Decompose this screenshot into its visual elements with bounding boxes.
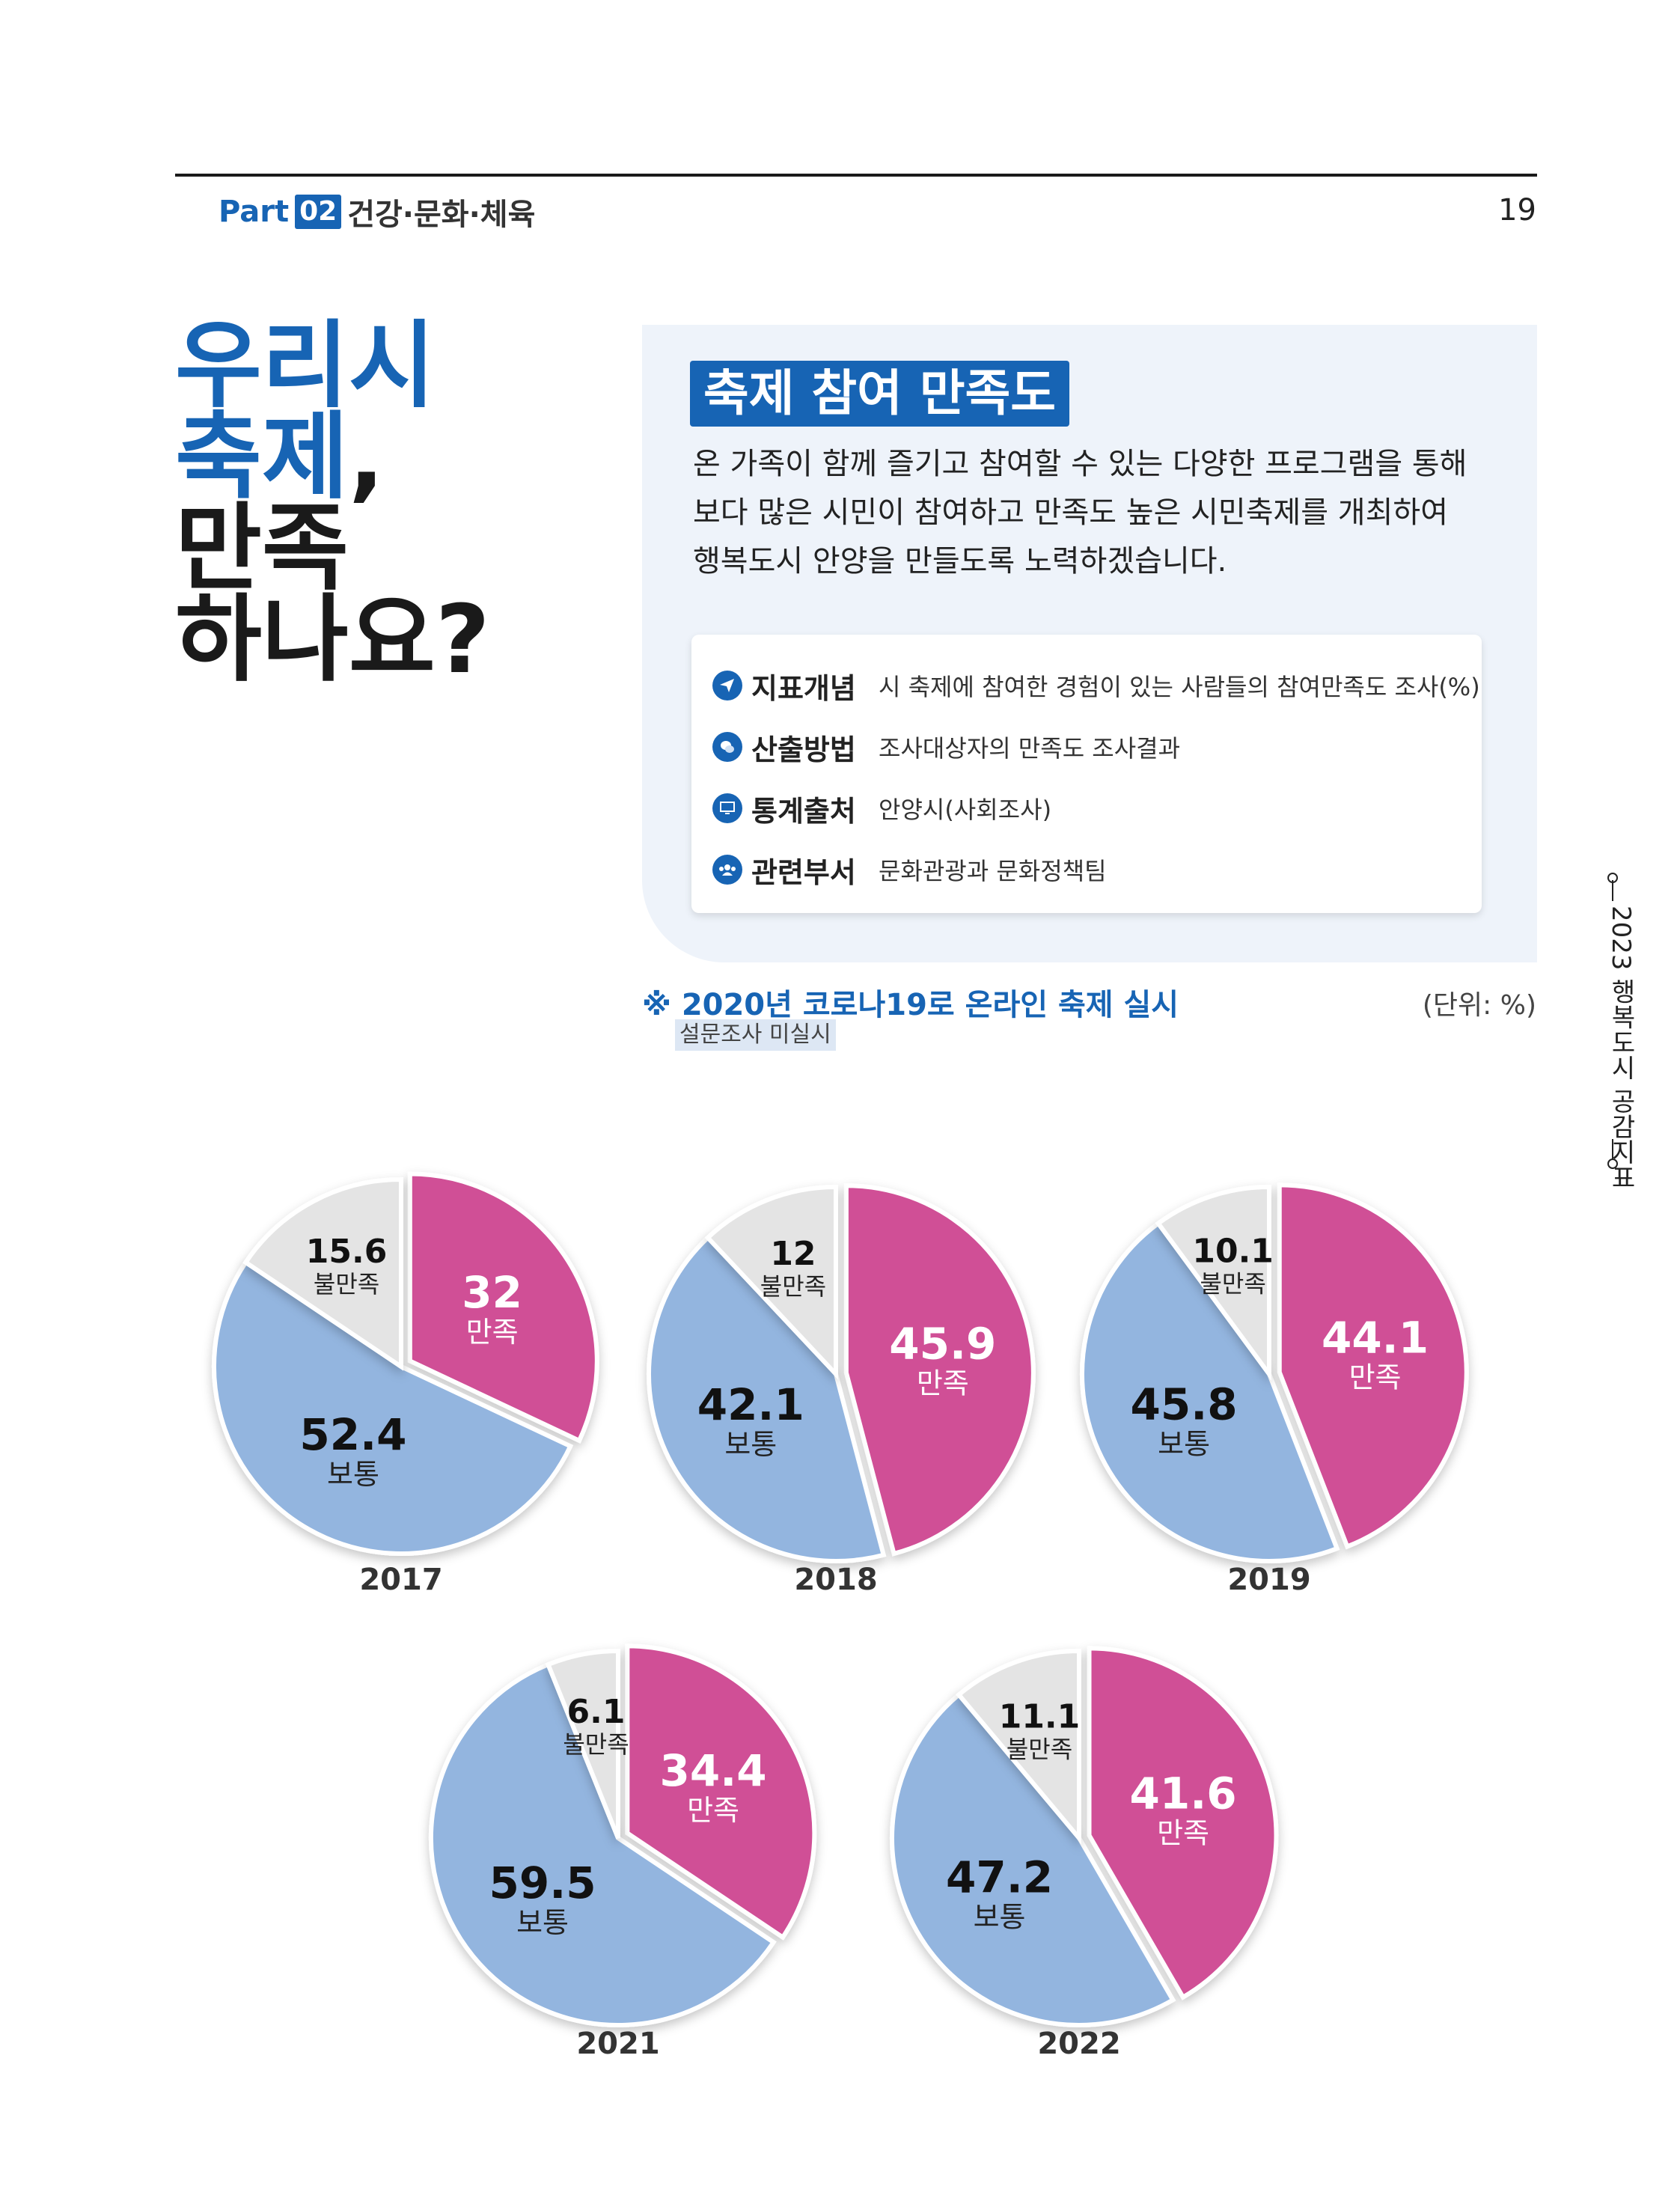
pie-slice-satisfied: [1087, 1646, 1279, 2000]
pie-value-label: 10.1: [1192, 1233, 1274, 1271]
title-line-2-blue: 축제: [175, 402, 349, 512]
side-label: 2023 행복도시 공감지표: [1606, 906, 1636, 1191]
pie-category-label: 불만족: [760, 1272, 826, 1301]
pie-year-label: 2018: [794, 1563, 877, 1597]
pie-value-label: 41.6: [1130, 1768, 1237, 1819]
info-row-source: 통계출처 안양시(사회조사): [712, 786, 1051, 831]
title-line-2-comma: ,: [348, 402, 385, 512]
indicator-panel: 축제 참여 만족도 온 가족이 함께 즐기고 참여할 수 있는 다양한 프로그램…: [642, 325, 1537, 962]
info-row-department: 관련부서 문화관광과 문화정책팀: [712, 847, 1107, 892]
intro-line: 보다 많은 시민이 참여하고 만족도 높은 시민축제를 개최하여: [693, 495, 1449, 530]
pie-slice-neutral: [1079, 1220, 1340, 1564]
pie-value-label: 47.2: [946, 1852, 1053, 1903]
pie-value-label: 6.1: [567, 1693, 626, 1731]
intro-line: 온 가족이 함께 즐기고 참여할 수 있는 다양한 프로그램을 통해: [693, 447, 1467, 481]
title-line-2: 축제,: [175, 410, 490, 504]
part-number: 02: [295, 195, 342, 229]
info-value: 안양시(사회조사): [879, 796, 1052, 824]
pie-slice-satisfied: [843, 1183, 1036, 1557]
indicator-badge: 축제 참여 만족도: [690, 361, 1069, 427]
section-header: Part 02 건강·문화·체육: [219, 193, 536, 232]
info-label: 관련부서: [751, 855, 856, 889]
pie-slice-unsatisfied: [704, 1184, 838, 1380]
pie-value-label: 42.1: [697, 1379, 804, 1430]
title-line-4: 하나요?: [175, 584, 490, 695]
pie-slice-neutral: [890, 1691, 1176, 2028]
pie-value-label: 12: [770, 1235, 816, 1273]
pie-value-label: 15.6: [306, 1233, 388, 1271]
title-line-1: 우리시: [175, 311, 436, 421]
pie-category-label: 만족: [687, 1794, 739, 1827]
monitor-icon: [712, 793, 742, 823]
pie-value-label: 45.8: [1131, 1379, 1238, 1430]
pie-slice-neutral: [212, 1259, 574, 1556]
pie-slice-unsatisfied: [1155, 1184, 1271, 1382]
pie-year-label: 2019: [1227, 1563, 1310, 1597]
pie-value-label: 52.4: [299, 1409, 406, 1460]
covid-note-sub: 설문조사 미실시: [675, 1019, 836, 1051]
pie-category-label: 만족: [466, 1316, 519, 1349]
pie-category-label: 만족: [1157, 1817, 1209, 1850]
pie-year-label: 2021: [576, 2027, 659, 2061]
pie-category-label: 불만족: [1200, 1270, 1265, 1298]
part-label: Part: [219, 195, 290, 229]
header-rule: [175, 174, 1537, 177]
pie-category-label: 보통: [974, 1901, 1026, 1934]
pie-value-label: 59.5: [489, 1858, 596, 1908]
pie-category-label: 불만족: [1007, 1735, 1072, 1763]
pie-slice-satisfied: [625, 1643, 817, 1941]
people-icon: [712, 855, 742, 885]
page-number: 19: [1498, 193, 1536, 228]
pie-year-label: 2017: [359, 1563, 442, 1597]
covid-note: ※ 2020년 코로나19로 온라인 축제 실시: [642, 988, 1179, 1022]
pie-slice-satisfied: [1277, 1182, 1469, 1550]
pie-slice-neutral: [429, 1661, 777, 2027]
pie-value-label: 45.9: [889, 1319, 996, 1370]
side-dot-bottom: [1607, 1159, 1618, 1169]
page-title: 우리시 축제, 만족 하나요?: [175, 311, 490, 695]
info-value: 조사대상자의 만족도 조사결과: [879, 734, 1181, 763]
info-value: 문화관광과 문화정책팀: [879, 857, 1107, 885]
indicator-intro: 온 가족이 함께 즐기고 참여할 수 있는 다양한 프로그램을 통해 보다 많은…: [693, 440, 1467, 586]
intro-line: 행복도시 안양을 만들도록 노력하겠습니다.: [693, 544, 1227, 579]
pie-slice-satisfied: [407, 1171, 599, 1444]
pie-category-label: 만족: [917, 1367, 969, 1400]
pie-category-label: 보통: [1158, 1428, 1210, 1461]
side-line-top: [1612, 880, 1613, 901]
info-label: 산출방법: [751, 733, 856, 766]
section-title: 건강·문화·체육: [347, 198, 536, 232]
pie-slice-unsatisfied: [545, 1648, 620, 1840]
pie-value-label: 32: [462, 1267, 522, 1318]
pie-value-label: 34.4: [659, 1745, 766, 1796]
pie-value-label: 44.1: [1322, 1312, 1429, 1363]
unit-label: (단위: %): [1422, 990, 1536, 1021]
info-value: 시 축제에 참여한 경험이 있는 사람들의 참여만족도 조사(%): [879, 673, 1480, 701]
info-label: 지표개념: [751, 671, 856, 705]
indicator-info-card: 지표개념 시 축제에 참여한 경험이 있는 사람들의 참여만족도 조사(%) 산…: [691, 635, 1482, 913]
send-icon: [712, 671, 742, 700]
title-line-3: 만족: [175, 493, 349, 603]
info-row-method: 산출방법 조사대상자의 만족도 조사결과: [712, 724, 1180, 769]
pie-value-label: 11.1: [999, 1697, 1081, 1736]
info-label: 통계출처: [751, 794, 856, 828]
chat-icon: [712, 732, 742, 762]
side-line-bottom: [1612, 1139, 1613, 1160]
pie-slice-unsatisfied: [242, 1176, 403, 1371]
pie-slice-neutral: [647, 1234, 887, 1563]
pie-category-label: 불만족: [563, 1730, 629, 1759]
pie-category-label: 보통: [327, 1458, 379, 1491]
pie-year-label: 2022: [1037, 2027, 1120, 2061]
pie-slice-unsatisfied: [956, 1648, 1081, 1845]
pie-category-label: 보통: [516, 1906, 569, 1939]
pie-category-label: 만족: [1349, 1361, 1402, 1394]
pie-category-label: 보통: [724, 1428, 777, 1461]
info-row-concept: 지표개념 시 축제에 참여한 경험이 있는 사람들의 참여만족도 조사(%): [712, 663, 1480, 708]
pie-category-label: 불만족: [314, 1270, 379, 1298]
